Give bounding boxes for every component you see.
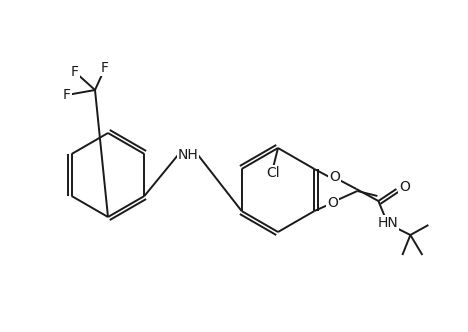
Text: O: O [329,170,340,184]
Text: NH: NH [178,148,198,162]
Text: O: O [399,180,410,194]
Text: F: F [63,88,71,102]
Text: HN: HN [378,216,399,230]
Text: Cl: Cl [266,166,280,180]
Text: F: F [71,65,79,79]
Text: F: F [101,61,109,75]
Text: O: O [327,196,338,210]
